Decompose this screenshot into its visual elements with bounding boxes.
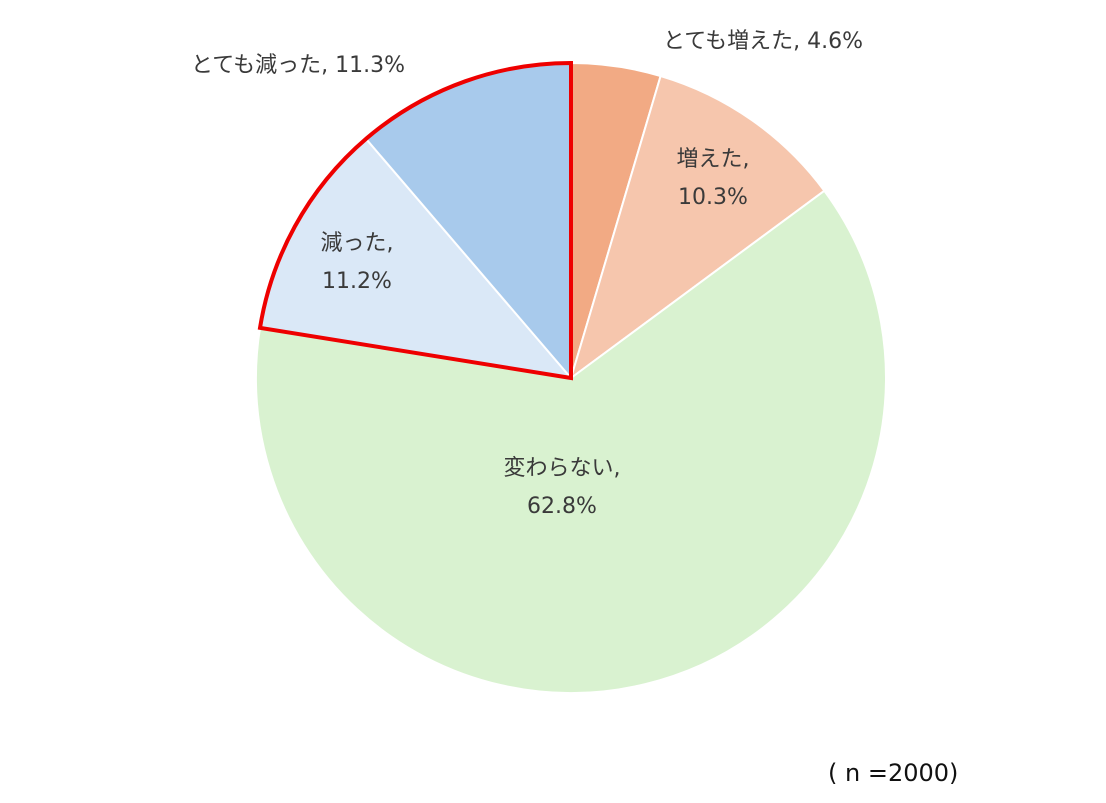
sample-size-note: ( n =2000) xyxy=(828,759,958,787)
highlight-outline xyxy=(257,60,573,381)
data-label-1: とても増えた, 4.6% xyxy=(663,29,863,54)
data-label-3: 変わらない, 62.8% xyxy=(504,456,621,519)
data-label-2: 増えた, 10.3% xyxy=(677,147,750,210)
data-label-4: 減った, 11.2% xyxy=(321,231,394,294)
data-label-5: とても減った, 11.3% xyxy=(191,53,405,78)
pie-slice-2 xyxy=(569,74,826,381)
highlight-outline-group xyxy=(257,60,573,381)
data-labels: とても増えた, 4.6% 増えた, 10.3% 変わらない, 62.8% 減った, 11.2… xyxy=(191,29,863,519)
pie-slice-3 xyxy=(255,189,887,694)
